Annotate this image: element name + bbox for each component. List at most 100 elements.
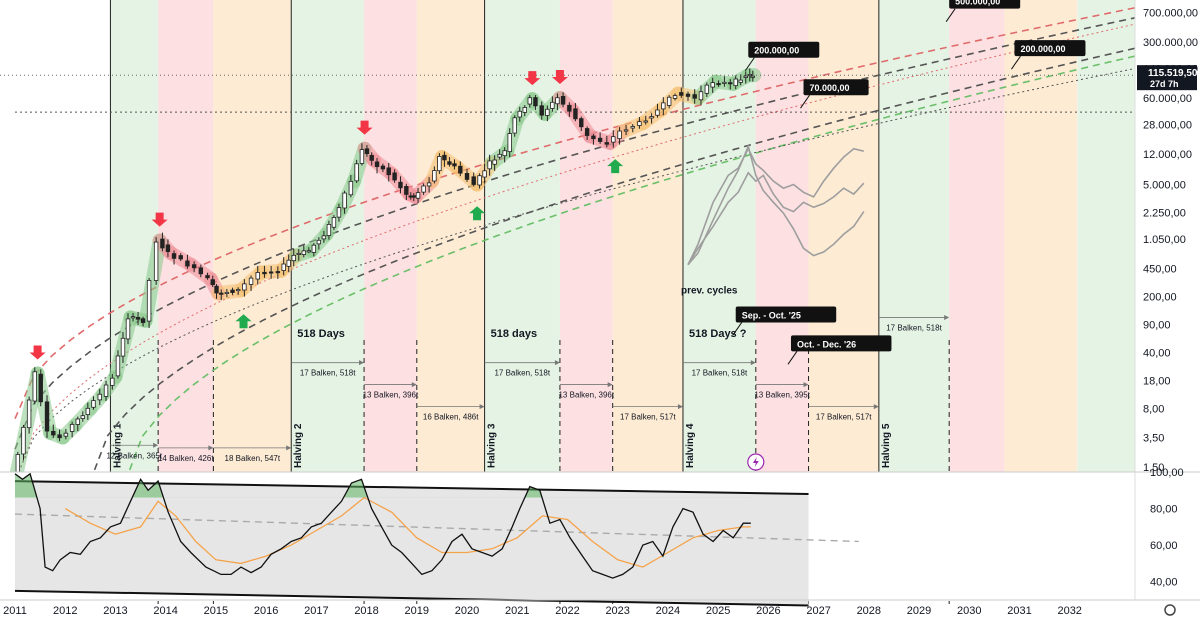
x-tick: 2025 [706,605,730,617]
candle-body [442,154,447,161]
candle-body [171,253,177,259]
candle-body [527,97,532,105]
candle-body [44,401,50,432]
candle-body [342,192,347,209]
candle-body [336,207,342,218]
candle-body [191,264,197,269]
x-tick: 2022 [555,605,579,617]
candle-body [268,271,274,274]
x-tick: 2024 [656,605,680,617]
candle-body [110,377,115,386]
x-tick: 2012 [53,605,77,617]
peak-arrow [151,212,168,227]
candle-body [750,75,755,78]
bottom-arrow [607,159,624,174]
candle-body [235,289,241,292]
peak-arrow [551,69,568,84]
candle-body [291,254,296,262]
candle-body [255,272,260,280]
candle-body [75,418,80,425]
interval-arrow [944,314,950,320]
candle-body [69,424,75,432]
interval-arrow [411,382,417,388]
candle-body [146,280,152,322]
candle-body [661,102,666,110]
candle-body [738,79,743,83]
interval-label: 16 Balken, 486t [423,413,479,422]
days-label: 518 Days ? [689,328,747,340]
y-tick: 1.050,00 [1143,234,1186,246]
prev-cycles-label: prev. cycles [681,286,738,297]
cycle-zone-red [559,0,613,472]
candle-body [326,224,332,236]
price-axis-bg [1135,0,1200,622]
interval-label: 13 Balken, 396t [363,391,419,400]
halving-label: Halving 4 [685,423,696,468]
candle-body [471,176,476,185]
y-tick: 40,00 [1143,348,1171,360]
candle-body [533,97,538,107]
oscillator-midline [14,513,859,543]
osc-y-tick: 100,00 [1150,467,1184,479]
candle-body [262,271,267,275]
x-tick: 2028 [857,605,881,617]
y-tick: 60.000,00 [1143,93,1192,105]
candle-body [497,153,502,158]
x-tick: 2032 [1057,605,1081,617]
candle-body [447,161,452,165]
candle-body [51,430,56,436]
x-tick: 2029 [907,605,931,617]
candle-body [710,82,715,88]
interval-label: 14 Balken, 426t [158,454,214,463]
price-series [0,68,1135,489]
candle-body [392,172,397,181]
x-tick: 2031 [1007,605,1031,617]
price-tag-pointer [787,351,798,365]
band-line [14,23,1136,482]
candle-body [411,195,416,198]
interval-arrow [359,360,365,366]
interval-label: 17 Balken, 517t [816,413,872,422]
candle-body [57,434,62,439]
candle-body [666,96,672,106]
candle-body [165,244,171,253]
interval-arrow [873,404,879,410]
y-tick: 5.000,00 [1143,180,1186,192]
candle-body [747,74,752,77]
candle-body [698,91,704,101]
prev-cycle-line [687,143,865,266]
candle-body [120,337,126,357]
settings-gear-icon [1164,604,1176,616]
peak-arrow [356,120,373,135]
candle-body [539,105,544,116]
x-tick: 2023 [605,605,629,617]
candle-body [579,118,584,128]
candle-body [517,110,522,118]
oscillator-channel [15,481,809,606]
candle-body [512,117,517,134]
price-tag-pointer [800,94,810,109]
x-tick: 2020 [455,605,479,617]
candle-body [560,96,566,105]
interval-arrow [153,442,159,448]
days-label: 518 Days [297,328,345,340]
candle-body [426,182,432,187]
x-tick: 2014 [153,605,177,617]
candle-body [507,133,512,153]
price-tag [790,335,892,352]
cycle-zone-green [878,0,950,472]
x-tick: 2021 [505,605,529,617]
price-tag-label: 200.000,00 [1020,44,1065,54]
interval-arrow [479,404,485,410]
candle-body [38,373,43,403]
oscillator-line [14,472,751,579]
candle-body [630,126,635,129]
candle-body [567,104,572,112]
halving-label: Halving 3 [487,423,498,468]
candle-body [219,292,224,295]
x-tick: 2026 [756,605,780,617]
y-tick: 90,00 [1143,319,1171,331]
cycle-zone-orange [612,0,683,472]
halving-label: Halving 5 [881,423,892,468]
